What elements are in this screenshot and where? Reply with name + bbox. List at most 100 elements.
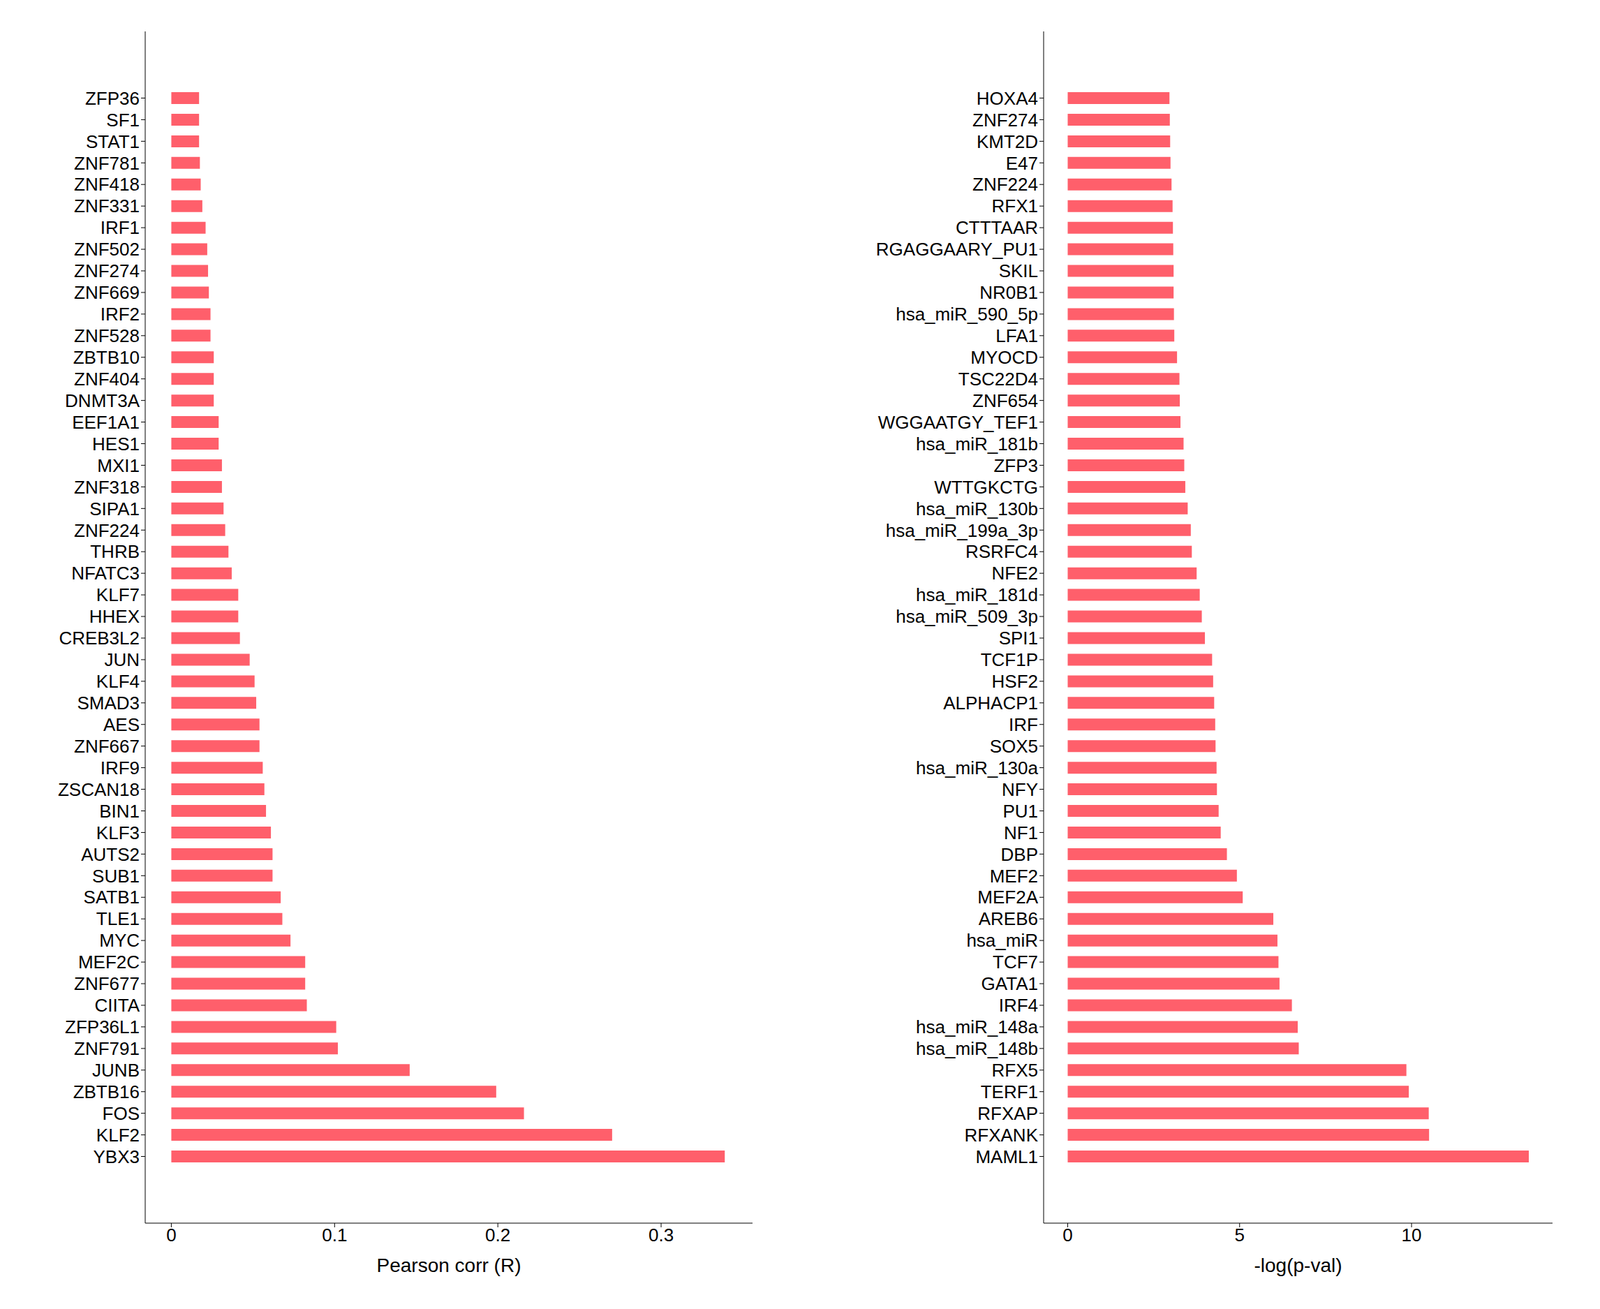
svg-text:RSRFC4: RSRFC4 xyxy=(965,541,1039,562)
svg-text:WGGAATGY_TEF1: WGGAATGY_TEF1 xyxy=(878,411,1039,433)
svg-text:SUB1: SUB1 xyxy=(92,865,140,887)
svg-text:HHEX: HHEX xyxy=(89,605,140,627)
svg-text:hsa_miR_199a_3p: hsa_miR_199a_3p xyxy=(885,520,1039,542)
svg-text:Pearson corr (R): Pearson corr (R) xyxy=(376,1254,522,1277)
svg-text:ZNF667: ZNF667 xyxy=(73,735,140,757)
svg-text:10: 10 xyxy=(1401,1224,1422,1246)
svg-text:ZNF669: ZNF669 xyxy=(73,282,140,303)
svg-text:TSC22D4: TSC22D4 xyxy=(958,368,1039,390)
svg-text:EEF1A1: EEF1A1 xyxy=(71,411,140,433)
svg-text:ZNF404: ZNF404 xyxy=(73,368,140,390)
svg-text:ZNF654: ZNF654 xyxy=(972,390,1039,412)
svg-text:SATB1: SATB1 xyxy=(83,886,140,908)
svg-text:TCF1P: TCF1P xyxy=(980,649,1039,671)
svg-text:NFE2: NFE2 xyxy=(991,562,1039,584)
svg-text:hsa_miR_590_5p: hsa_miR_590_5p xyxy=(895,303,1039,325)
svg-text:SPI1: SPI1 xyxy=(998,627,1039,649)
svg-text:hsa_miR_130a: hsa_miR_130a xyxy=(915,757,1039,779)
svg-text:ZFP36L1: ZFP36L1 xyxy=(64,1016,140,1038)
svg-text:hsa_miR_509_3p: hsa_miR_509_3p xyxy=(895,605,1039,627)
svg-text:STAT1: STAT1 xyxy=(85,131,140,153)
svg-text:ZFP36: ZFP36 xyxy=(85,87,140,109)
svg-text:ZFP3: ZFP3 xyxy=(993,455,1039,477)
svg-text:0.3: 0.3 xyxy=(648,1224,674,1246)
svg-text:MXI1: MXI1 xyxy=(97,455,140,477)
svg-text:DNMT3A: DNMT3A xyxy=(64,390,141,412)
svg-text:SKIL: SKIL xyxy=(998,260,1039,282)
svg-text:hsa_miR_130b: hsa_miR_130b xyxy=(915,498,1039,520)
svg-text:RFXAP: RFXAP xyxy=(977,1102,1039,1124)
svg-text:ZNF781: ZNF781 xyxy=(73,152,140,174)
svg-text:MAML1: MAML1 xyxy=(975,1146,1039,1168)
svg-text:CIITA: CIITA xyxy=(94,994,140,1016)
svg-text:0: 0 xyxy=(166,1224,176,1246)
svg-text:WTTGKCTG: WTTGKCTG xyxy=(934,476,1039,498)
svg-text:5: 5 xyxy=(1234,1224,1245,1246)
svg-text:hsa_miR_181b: hsa_miR_181b xyxy=(915,433,1039,455)
svg-text:AUTS2: AUTS2 xyxy=(80,843,140,865)
svg-text:SF1: SF1 xyxy=(106,109,140,131)
svg-text:NFY: NFY xyxy=(1001,779,1039,800)
svg-text:FOS: FOS xyxy=(102,1102,140,1124)
svg-text:NF1: NF1 xyxy=(1003,822,1039,844)
svg-text:ZNF528: ZNF528 xyxy=(73,325,140,347)
svg-text:ZNF274: ZNF274 xyxy=(972,109,1039,131)
svg-text:ZNF502: ZNF502 xyxy=(73,238,140,260)
svg-text:ZNF677: ZNF677 xyxy=(73,973,140,995)
svg-text:RFX5: RFX5 xyxy=(991,1059,1039,1081)
svg-text:KMT2D: KMT2D xyxy=(976,131,1039,153)
svg-text:IRF2: IRF2 xyxy=(100,303,140,325)
svg-text:ZBTB10: ZBTB10 xyxy=(73,346,140,368)
svg-text:HOXA4: HOXA4 xyxy=(976,87,1039,109)
svg-text:SMAD3: SMAD3 xyxy=(76,692,140,714)
svg-text:MYOCD: MYOCD xyxy=(970,346,1039,368)
svg-text:hsa_miR_181d: hsa_miR_181d xyxy=(915,584,1039,606)
svg-text:KLF7: KLF7 xyxy=(96,584,140,606)
svg-text:AES: AES xyxy=(103,714,140,736)
svg-text:JUN: JUN xyxy=(104,649,140,671)
svg-text:IRF: IRF xyxy=(1008,714,1039,736)
svg-text:MEF2A: MEF2A xyxy=(977,886,1039,908)
svg-text:DBP: DBP xyxy=(1001,843,1039,865)
svg-text:-log(p-val): -log(p-val) xyxy=(1253,1254,1342,1277)
svg-text:YBX3: YBX3 xyxy=(93,1146,141,1168)
svg-text:BIN1: BIN1 xyxy=(99,800,140,822)
svg-text:JUNB: JUNB xyxy=(92,1059,140,1081)
svg-text:TLE1: TLE1 xyxy=(96,908,140,930)
svg-text:KLF3: KLF3 xyxy=(96,822,140,844)
svg-text:ZNF274: ZNF274 xyxy=(73,260,140,282)
svg-text:NFATC3: NFATC3 xyxy=(71,562,140,584)
svg-text:hsa_miR: hsa_miR xyxy=(966,929,1039,951)
svg-text:TERF1: TERF1 xyxy=(980,1081,1039,1103)
svg-text:RFX1: RFX1 xyxy=(991,195,1039,217)
svg-text:RFXANK: RFXANK xyxy=(964,1124,1039,1146)
svg-text:HSF2: HSF2 xyxy=(991,670,1039,692)
svg-text:RGAGGAARY_PU1: RGAGGAARY_PU1 xyxy=(876,238,1039,260)
svg-text:IRF9: IRF9 xyxy=(100,757,140,779)
svg-text:E47: E47 xyxy=(1005,152,1039,174)
svg-text:0.2: 0.2 xyxy=(485,1224,511,1246)
svg-text:PU1: PU1 xyxy=(1002,800,1039,822)
svg-text:hsa_miR_148b: hsa_miR_148b xyxy=(915,1038,1039,1059)
svg-text:HES1: HES1 xyxy=(92,433,140,455)
svg-text:hsa_miR_148a: hsa_miR_148a xyxy=(915,1016,1039,1038)
svg-text:AREB6: AREB6 xyxy=(978,908,1039,930)
svg-text:IRF4: IRF4 xyxy=(998,994,1039,1016)
svg-text:NR0B1: NR0B1 xyxy=(979,282,1039,303)
svg-text:TCF7: TCF7 xyxy=(992,951,1039,973)
svg-text:LFA1: LFA1 xyxy=(995,325,1039,347)
svg-text:ALPHACP1: ALPHACP1 xyxy=(943,692,1039,714)
svg-text:KLF4: KLF4 xyxy=(96,670,140,692)
svg-text:MEF2: MEF2 xyxy=(989,865,1039,887)
svg-text:ZSCAN18: ZSCAN18 xyxy=(57,779,140,800)
svg-text:GATA1: GATA1 xyxy=(981,973,1039,995)
svg-text:CTTTAAR: CTTTAAR xyxy=(955,217,1039,239)
svg-text:ZNF318: ZNF318 xyxy=(73,476,140,498)
svg-text:0: 0 xyxy=(1062,1224,1073,1246)
svg-text:MEF2C: MEF2C xyxy=(78,951,140,973)
svg-text:0.1: 0.1 xyxy=(321,1224,347,1246)
svg-text:IRF1: IRF1 xyxy=(100,217,140,239)
svg-text:ZNF418: ZNF418 xyxy=(73,173,140,195)
svg-text:ZNF331: ZNF331 xyxy=(73,195,140,217)
svg-text:CREB3L2: CREB3L2 xyxy=(58,627,140,649)
